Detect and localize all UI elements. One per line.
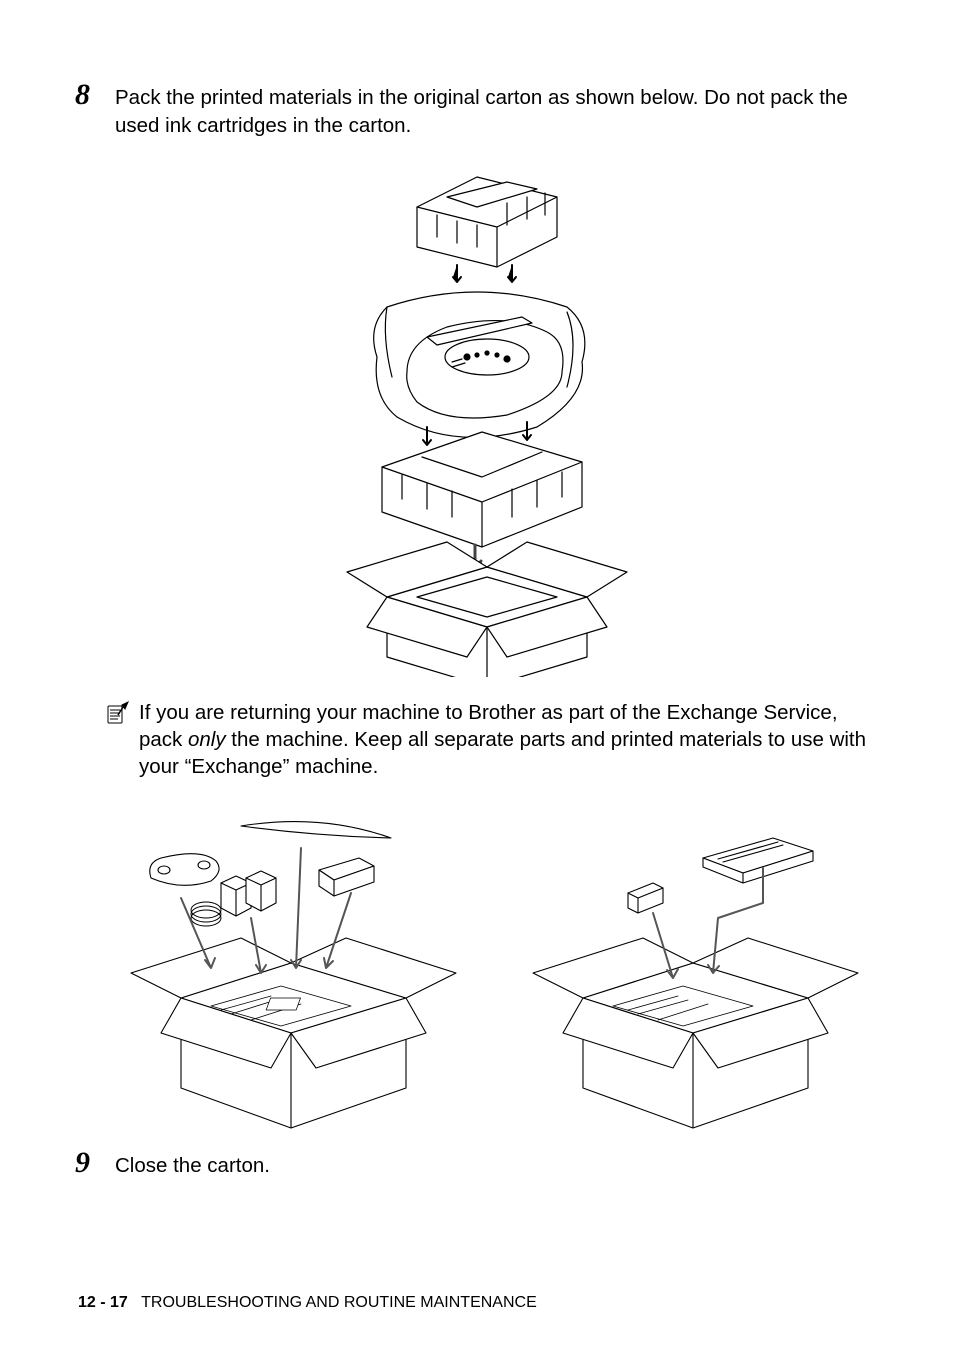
step-9-text: Close the carton. <box>115 1148 270 1180</box>
step-8-text: Pack the printed materials in the origin… <box>115 80 879 139</box>
packing-diagram-icon <box>297 157 657 677</box>
right-box-diagram-icon <box>493 808 863 1138</box>
exchange-note: If you are returning your machine to Bro… <box>105 699 879 780</box>
note-text-post: the machine. Keep all separate parts and… <box>139 728 866 778</box>
note-icon <box>105 701 135 727</box>
step-8-number: 8 <box>75 80 115 110</box>
footer-section-title: TROUBLESHOOTING AND ROUTINE MAINTENANCE <box>141 1294 537 1311</box>
exchange-note-text: If you are returning your machine to Bro… <box>139 699 879 780</box>
step-9-number: 9 <box>75 1148 115 1178</box>
note-text-italic: only <box>188 728 226 751</box>
step-9: 9 Close the carton. <box>75 1148 879 1180</box>
figure-row-accessories <box>75 808 879 1138</box>
left-box-diagram-icon <box>91 808 461 1138</box>
footer-page-number: 12 - 17 <box>78 1294 128 1311</box>
step-8: 8 Pack the printed materials in the orig… <box>75 80 879 139</box>
figure-main-packing <box>75 157 879 677</box>
page-footer: 12 - 17 TROUBLESHOOTING AND ROUTINE MAIN… <box>78 1294 537 1312</box>
